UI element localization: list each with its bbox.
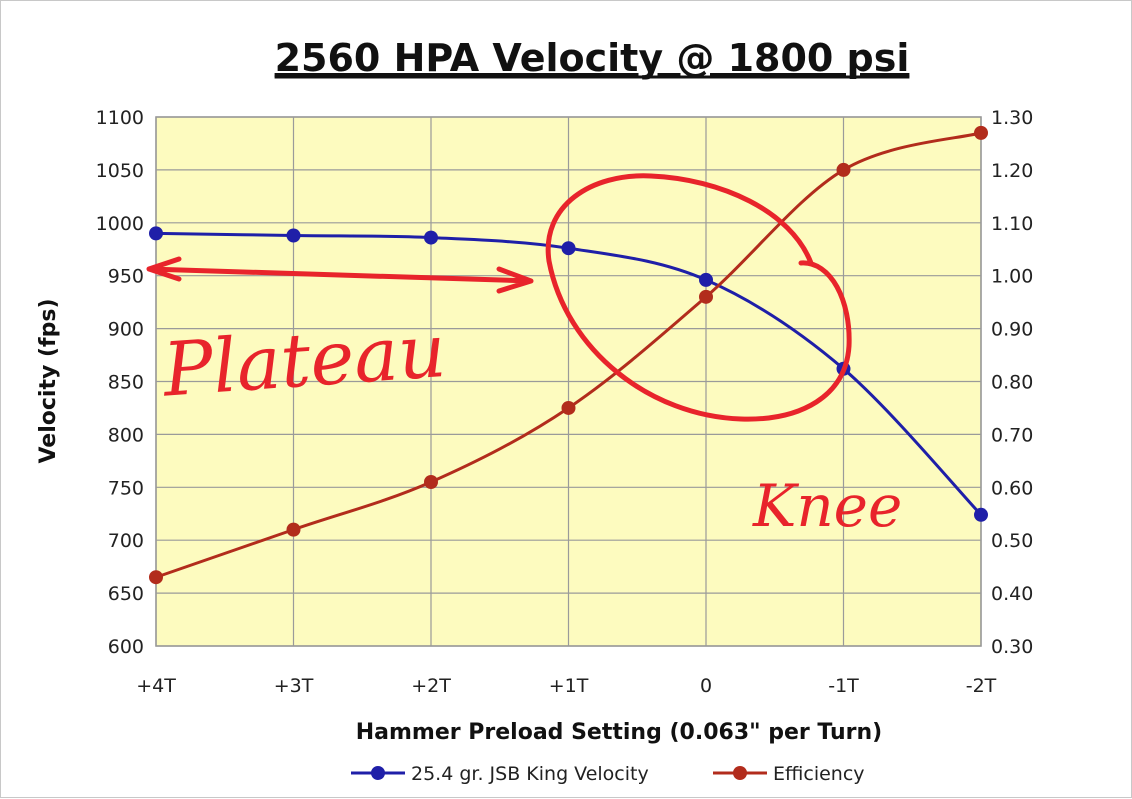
y-tick-label: 1100	[96, 107, 144, 129]
data-point	[561, 400, 576, 415]
data-point	[974, 507, 988, 522]
legend-label: 25.4 gr. JSB King Velocity	[411, 763, 649, 785]
y-tick-label: 900	[108, 319, 144, 341]
x-tick-label: +4T	[136, 675, 176, 697]
y-axis-left-ticks: 600 650 700 750 800 850 900 950 1000 1050 1100	[96, 107, 144, 658]
y2-tick-label: 0.90	[991, 319, 1033, 341]
x-tick-label: +3T	[274, 675, 314, 697]
x-axis-title: Hammer Preload Setting (0.063" per Turn)	[356, 720, 883, 745]
x-tick-label: -2T	[966, 675, 997, 697]
data-point	[561, 241, 576, 256]
data-point	[286, 522, 301, 537]
y2-tick-label: 0.40	[991, 583, 1033, 605]
knee-circle	[545, 173, 852, 422]
data-point	[699, 272, 713, 287]
chart-title: 2560 HPA Velocity @ 1800 psi	[275, 36, 910, 80]
data-point	[149, 226, 163, 241]
plateau-annotation: Plateau	[158, 308, 448, 414]
series-efficiency	[149, 125, 988, 585]
series-layer	[149, 125, 988, 585]
y2-tick-label: 0.30	[991, 636, 1033, 658]
data-point	[149, 570, 163, 585]
y-axis-right-ticks: 0.30 0.40 0.50 0.60 0.70 0.80 0.90 1.00 1.10 1.20…	[991, 107, 1033, 658]
y-tick-label: 750	[108, 477, 144, 499]
data-point	[699, 289, 713, 304]
data-point	[286, 228, 301, 243]
y2-tick-label: 1.20	[991, 160, 1033, 182]
data-point	[424, 475, 438, 490]
y2-tick-label: 1.30	[991, 107, 1033, 129]
x-axis-ticks: +4T +3T +2T +1T 0 -1T -2T	[136, 675, 996, 697]
y2-tick-label: 0.70	[991, 424, 1033, 446]
x-tick-label: 0	[700, 675, 712, 697]
y-tick-label: 650	[108, 583, 144, 605]
y-tick-label: 700	[108, 530, 144, 552]
series-velocity	[149, 226, 988, 522]
data-point	[424, 230, 438, 245]
y2-tick-label: 1.10	[991, 213, 1033, 235]
gridlines	[155, 116, 982, 647]
legend-marker	[371, 766, 385, 780]
y-tick-label: 600	[108, 636, 144, 658]
y-tick-label: 850	[108, 372, 144, 394]
legend: 25.4 gr. JSB King Velocity Efficiency	[351, 763, 865, 785]
y-tick-label: 800	[108, 424, 144, 446]
x-tick-label: -1T	[828, 675, 859, 697]
y2-tick-label: 0.60	[991, 477, 1033, 499]
y-tick-label: 950	[108, 266, 144, 288]
knee-annotation: Knee	[752, 472, 902, 540]
y2-tick-label: 1.00	[991, 266, 1033, 288]
legend-label: Efficiency	[773, 763, 865, 785]
y-tick-label: 1050	[96, 160, 144, 182]
y2-tick-label: 0.50	[991, 530, 1033, 552]
x-tick-label: +2T	[411, 675, 451, 697]
legend-marker	[733, 766, 747, 780]
annotations: Plateau Knee	[146, 173, 902, 540]
plateau-arrow	[146, 256, 534, 294]
y-axis-title: Velocity (fps)	[36, 298, 61, 463]
data-point	[836, 162, 851, 177]
data-point	[974, 125, 988, 140]
x-tick-label: +1T	[549, 675, 589, 697]
y-tick-label: 1000	[96, 213, 144, 235]
y2-tick-label: 0.80	[991, 372, 1033, 394]
